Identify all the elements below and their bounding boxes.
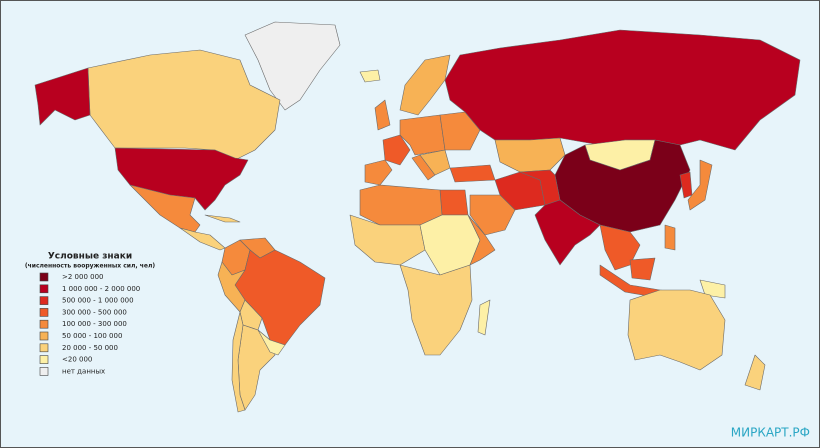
madagascar (477, 299, 491, 336)
india (534, 199, 601, 266)
chile (231, 311, 246, 413)
mexico (129, 184, 201, 233)
west-africa (349, 214, 426, 266)
cuba (204, 214, 241, 223)
legend-swatch (39, 284, 49, 294)
philippines (664, 224, 676, 251)
legend-title: Условные знаки (48, 252, 132, 262)
legend-label: 500 000 - 1 000 000 (62, 297, 134, 305)
iceland (359, 69, 381, 83)
australia (627, 289, 726, 371)
north-africa (359, 184, 443, 226)
legend-swatch (39, 272, 49, 282)
ethiopia (467, 214, 496, 266)
egypt (439, 189, 469, 216)
turkey (449, 164, 496, 183)
ukraine (439, 111, 481, 151)
kazakhstan (494, 137, 566, 173)
legend-swatch (39, 367, 49, 376)
scandinavia (399, 54, 451, 116)
legend-swatch (39, 308, 49, 317)
russia (444, 29, 801, 151)
papua-new-guinea (699, 279, 726, 299)
legend-swatch (39, 331, 49, 341)
saudi-arabia (469, 194, 516, 236)
legend-swatch (39, 355, 49, 364)
legend-label: >2 000 000 (62, 273, 104, 281)
uk (374, 99, 391, 131)
japan (687, 159, 713, 211)
legend-swatch (39, 343, 49, 353)
countries (34, 21, 801, 413)
legend-label: 100 000 - 300 000 (62, 320, 127, 328)
spain (364, 159, 393, 186)
legend-swatch (39, 319, 49, 329)
greenland (244, 21, 341, 111)
legend-label: 300 000 - 500 000 (62, 308, 127, 316)
legend-swatch (39, 296, 49, 305)
legend-subtitle: (численность вооруженных сил, чел) (25, 263, 155, 270)
borneo (629, 257, 656, 281)
legend-label: 50 000 - 100 000 (62, 332, 122, 340)
legend-label: 20 000 - 50 000 (62, 344, 118, 352)
legend: >2 000 000 1 000 000 - 2 000 000 500 000 -… (39, 272, 140, 376)
france (382, 134, 411, 166)
uruguay-paraguay (257, 329, 286, 356)
legend-label: <20 000 (62, 356, 92, 364)
watermark: МИРКАРТ.РФ (731, 426, 810, 440)
southern-africa (399, 264, 473, 356)
legend-label: нет данных (62, 367, 105, 375)
alaska (34, 67, 91, 126)
new-zealand (744, 354, 766, 391)
southeast-asia (599, 224, 641, 271)
legend-label: 1 000 000 - 2 000 000 (62, 285, 140, 293)
